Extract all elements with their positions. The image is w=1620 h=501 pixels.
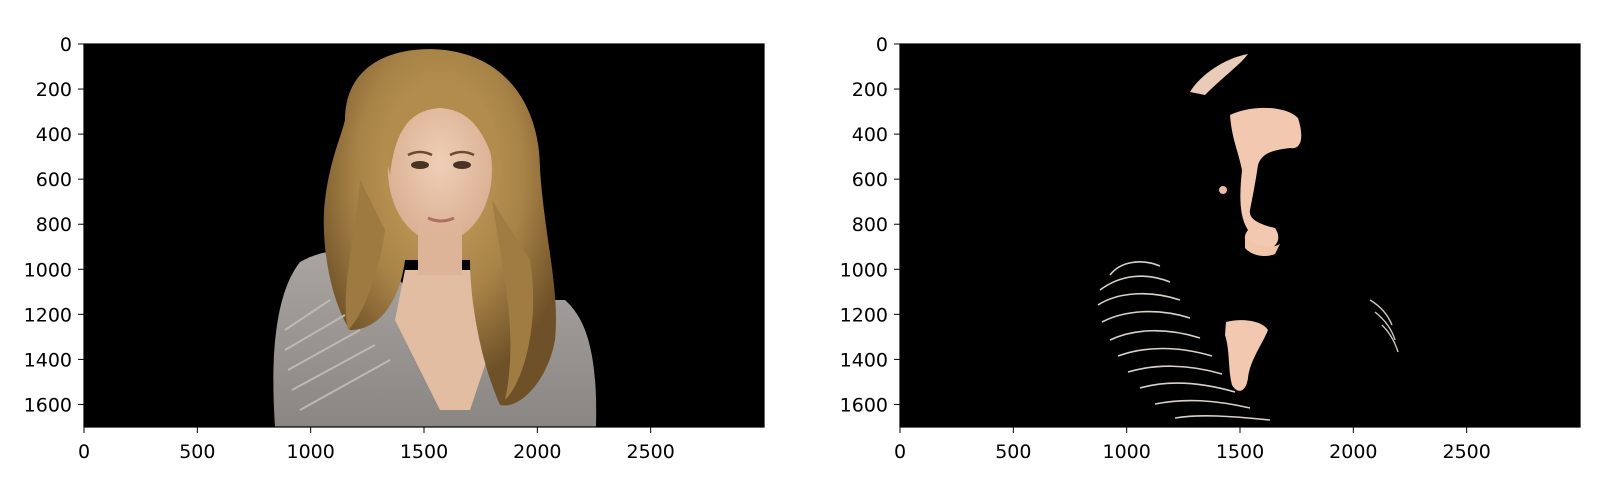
mask-hair-highlight: [1190, 54, 1248, 95]
portrait-face: [388, 98, 492, 242]
y-tick-label: 200: [852, 79, 888, 101]
y-tick-label: 200: [36, 79, 72, 101]
y-tick-label: 800: [36, 214, 72, 236]
portrait-brow-right: [449, 150, 475, 157]
x-axis-original: 0 500 1000 1500 2000 2500: [78, 427, 675, 463]
portrait-neck: [418, 225, 462, 275]
portrait-eye-left: [411, 161, 429, 169]
y-tick-label: 400: [852, 124, 888, 146]
y-tick-label: 1000: [24, 259, 72, 281]
panel-skin-mask: 0 200 400 600 800 1000 1200 1400 1600 0 500 1000 15…: [840, 34, 1581, 463]
portrait-hair-left-strand: [345, 180, 385, 330]
y-tick-label: 600: [36, 169, 72, 191]
y-tick-label: 600: [852, 169, 888, 191]
y-tick-label: 1400: [24, 349, 72, 371]
y-axis-mask: 0 200 400 600 800 1000 1200 1400 1600: [840, 34, 900, 416]
x-tick-label: 2000: [513, 441, 561, 463]
y-tick-label: 800: [852, 214, 888, 236]
y-axis-original: 0 200 400 600 800 1000 1200 1400 1600: [24, 34, 84, 416]
x-tick-label: 0: [894, 441, 906, 463]
y-tick-label: 0: [60, 34, 72, 56]
y-tick-label: 400: [36, 124, 72, 146]
y-tick-label: 1600: [24, 394, 72, 416]
portrait-fringe: [385, 84, 499, 175]
image-mask-regions: [1097, 54, 1399, 421]
x-tick-label: 2500: [1442, 441, 1490, 463]
y-tick-label: 0: [876, 34, 888, 56]
mask-eye-spot: [1219, 186, 1227, 194]
portrait-mouth: [427, 216, 455, 223]
mask-chin: [1245, 238, 1280, 256]
x-axis-mask: 0 500 1000 1500 2000 2500: [894, 427, 1491, 463]
x-tick-label: 1500: [1216, 441, 1264, 463]
x-tick-label: 0: [78, 441, 90, 463]
x-tick-label: 1500: [400, 441, 448, 463]
y-tick-label: 1400: [840, 349, 888, 371]
image-original-portrait: [273, 49, 597, 427]
panel-original: 0 200 400 600 800 1000 1200 1400 1600 0 500 1000 15…: [24, 34, 765, 463]
y-tick-label: 1200: [840, 304, 888, 326]
x-tick-label: 500: [995, 441, 1031, 463]
mask-arm-texture-left: [1097, 261, 1271, 421]
mask-arm-texture-right: [1369, 299, 1399, 353]
x-tick-label: 1000: [1102, 441, 1150, 463]
mask-face: [1230, 107, 1302, 252]
portrait-eye-right: [453, 161, 471, 169]
y-tick-label: 1000: [840, 259, 888, 281]
y-tick-label: 1200: [24, 304, 72, 326]
portrait-hair-right-strand: [492, 200, 534, 400]
x-tick-label: 500: [179, 441, 215, 463]
x-tick-label: 2500: [626, 441, 674, 463]
x-tick-label: 1000: [286, 441, 334, 463]
mask-chest: [1225, 320, 1268, 391]
y-tick-label: 1600: [840, 394, 888, 416]
x-tick-label: 2000: [1329, 441, 1377, 463]
portrait-brow-left: [407, 150, 433, 157]
portrait-arm-texture: [284, 299, 391, 411]
